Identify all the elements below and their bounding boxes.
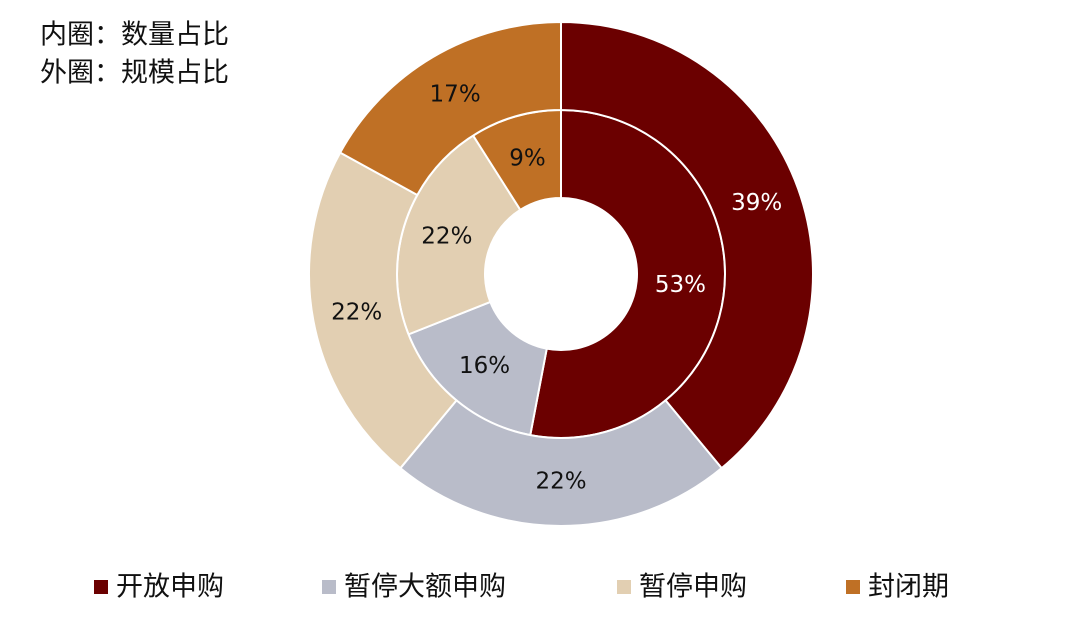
legend-label: 开放申购: [116, 572, 224, 603]
legend-label: 暂停大额申购: [344, 572, 506, 603]
legend-swatch: [94, 580, 108, 594]
data-label: 16%: [459, 353, 510, 379]
annotation: 外圈：规模占比: [40, 58, 229, 89]
annotation: 内圈：数量占比: [40, 20, 229, 51]
legend-label: 暂停申购: [639, 572, 747, 603]
legend-swatch: [617, 580, 631, 594]
legend-swatch: [322, 580, 336, 594]
data-label: 22%: [331, 299, 382, 325]
data-label: 22%: [421, 223, 472, 249]
legend-label: 封闭期: [868, 572, 949, 603]
donut-slice: [560, 20, 814, 470]
data-label: 9%: [509, 145, 546, 171]
data-label: 39%: [731, 190, 782, 216]
donut-slice: [338, 20, 562, 197]
legend-swatch: [846, 580, 860, 594]
data-label: 17%: [430, 81, 481, 107]
donut-slice: [398, 398, 724, 527]
data-label: 53%: [655, 272, 706, 298]
donut-slice: [308, 151, 458, 470]
data-label: 22%: [535, 469, 586, 495]
